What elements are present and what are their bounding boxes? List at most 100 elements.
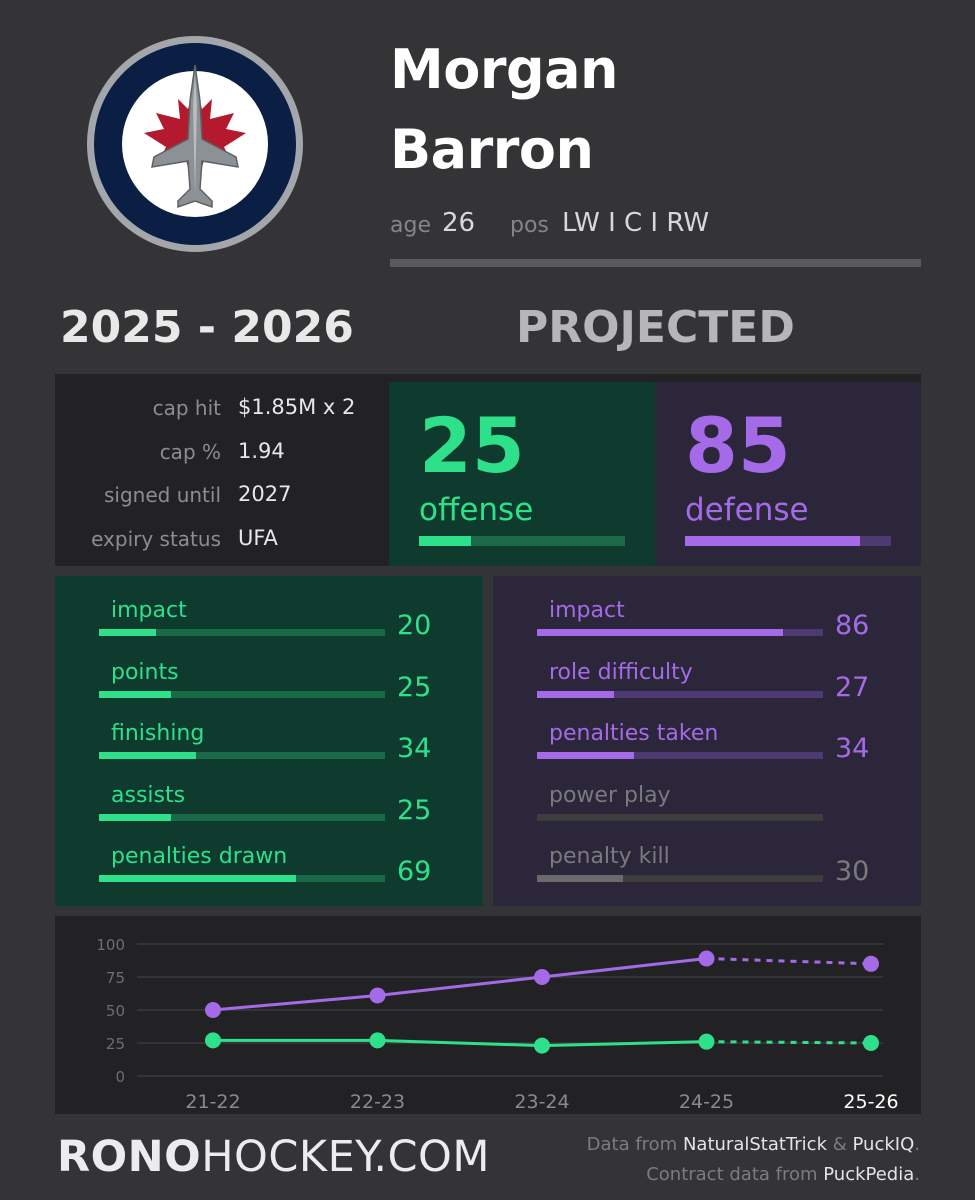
defense-row-value: 30	[835, 856, 870, 887]
trend-chart: 0 25 50 75 100 21-22 22-23 23-24 24-25 25-26	[96, 936, 898, 1113]
defense-row-bar-fill	[537, 752, 635, 759]
defense-data-point	[534, 969, 550, 985]
y-tick-label: 25	[106, 1035, 125, 1053]
defense-row-bar-fill	[537, 875, 623, 882]
offense-series-line	[213, 1038, 707, 1048]
defense-detail-panel: impact 86 role difficulty 27 penalties taken…	[493, 576, 921, 906]
brand-rest: HOCKEY.COM	[201, 1132, 490, 1182]
defense-row-value: 34	[835, 733, 870, 764]
signed-until-value: 2027	[238, 482, 292, 506]
x-tick-label: 22-23	[350, 1091, 405, 1113]
defense-row-bar-track	[537, 813, 823, 821]
defense-row-bar-track	[537, 752, 823, 759]
defense-row-value: 86	[835, 610, 870, 641]
offense-row-bar-track	[99, 813, 385, 821]
defense-data-point	[698, 950, 715, 967]
defense-row-label: impact	[549, 598, 625, 623]
y-tick-label: 100	[96, 936, 125, 954]
player-first-name: Morgan	[390, 38, 619, 101]
offense-row-value: 69	[397, 856, 432, 887]
expiry-status-label: expiry status	[91, 527, 221, 551]
offense-row-bar-fill	[99, 752, 197, 759]
offense-row-bar-track	[99, 875, 385, 882]
offense-data-point	[863, 1035, 879, 1051]
cap-percent-label: cap %	[159, 440, 221, 464]
defense-series-line	[212, 957, 707, 1012]
offense-row-label: assists	[111, 782, 186, 808]
credit-period-2: .	[914, 1164, 920, 1185]
offense-row-value: 20	[397, 610, 432, 641]
player-last-name: Barron	[390, 118, 594, 181]
offense-row-label: impact	[111, 598, 187, 623]
offense-row-label: finishing	[111, 721, 205, 746]
expiry-status-value: UFA	[238, 526, 278, 550]
offense-row-bar-fill	[99, 690, 171, 698]
offense-row-bar-track	[99, 690, 385, 698]
defense-bar-fill	[685, 536, 861, 546]
age-value: 26	[442, 208, 476, 238]
defense-row-bar-fill	[537, 629, 783, 636]
score-panel-top-strip	[389, 374, 921, 382]
defense-row-label: penalties taken	[549, 721, 719, 746]
offense-row-bar-track	[99, 752, 385, 759]
defense-data-point	[863, 955, 879, 972]
defense-row-label: role difficulty	[549, 659, 693, 685]
offense-data-point	[698, 1033, 715, 1050]
offense-data-point	[534, 1037, 550, 1054]
credit-period-1: .	[914, 1134, 920, 1155]
offense-bar-fill	[419, 536, 471, 546]
offense-row-bar-fill	[99, 875, 297, 882]
offense-bar-track	[419, 536, 625, 546]
offense-projected-line	[706, 1040, 872, 1045]
source-puckpedia[interactable]: PuckPedia	[823, 1164, 915, 1185]
x-tick-label: 25-26	[843, 1091, 898, 1113]
header-divider	[390, 259, 921, 267]
offense-score-panel: 25 offense	[389, 382, 655, 566]
signed-until-label: signed until	[103, 483, 221, 507]
defense-projected-line	[706, 957, 872, 966]
contract-credit: Contract data from PuckPedia.	[646, 1164, 920, 1185]
y-tick-label: 0	[115, 1068, 125, 1086]
cap-hit-value: $1.85M x 2	[238, 395, 356, 419]
brand-wordmark: RONOHOCKEY.COM	[57, 1132, 490, 1182]
defense-row-bar-track	[537, 690, 823, 698]
data-credit: Data from NaturalStatTrick & PuckIQ.	[587, 1134, 920, 1155]
defense-row-bar-track	[537, 629, 823, 636]
cap-hit-label: cap hit	[152, 396, 221, 420]
defense-row-bar-fill	[537, 690, 615, 698]
team-logo	[87, 36, 303, 252]
contract-panel: cap hit $1.85M x 2 cap % 1.94 signed unt…	[55, 374, 389, 566]
position-label: pos	[510, 213, 549, 238]
offense-row-value: 25	[397, 794, 432, 826]
defense-label: defense	[685, 492, 809, 528]
defense-score-panel: 85 defense	[655, 382, 921, 566]
contract-credit-prefix: Contract data from	[646, 1164, 818, 1185]
offense-row-value: 34	[397, 733, 432, 764]
offense-label: offense	[419, 492, 534, 528]
credit-ampersand: &	[832, 1134, 847, 1155]
season-title: 2025 - 2026	[60, 302, 354, 353]
offense-row-label: penalties drawn	[111, 844, 288, 869]
defense-row-label: power play	[549, 782, 671, 808]
x-tick-label: 23-24	[514, 1091, 569, 1113]
offense-row-bar-track	[99, 629, 385, 636]
defense-data-point	[369, 987, 386, 1004]
cap-percent-value: 1.94	[238, 439, 285, 463]
offense-row-value: 25	[397, 671, 432, 703]
age-label: age	[390, 213, 431, 238]
defense-score: 85	[685, 401, 791, 490]
defense-row-value: 27	[835, 671, 870, 703]
offense-data-point	[369, 1032, 386, 1049]
source-puckiq[interactable]: PuckIQ	[852, 1134, 915, 1155]
source-naturalstattrick[interactable]: NaturalStatTrick	[682, 1134, 827, 1155]
trend-chart-panel: 0 25 50 75 100 21-22 22-23 23-24 24-25 25-26	[55, 916, 921, 1114]
defense-row-bar-track	[537, 875, 823, 882]
offense-row-bar-fill	[99, 629, 157, 636]
x-tick-label: 21-22	[185, 1091, 240, 1113]
offense-detail-panel: impact 20 points 25 finishing 34 assists 25 pena…	[55, 576, 483, 906]
offense-row-label: points	[111, 659, 179, 685]
brand-bold: RONO	[57, 1132, 202, 1182]
x-tick-label: 24-25	[679, 1091, 734, 1113]
y-tick-label: 75	[106, 969, 125, 987]
defense-bar-track	[685, 536, 891, 546]
